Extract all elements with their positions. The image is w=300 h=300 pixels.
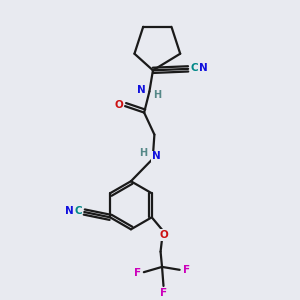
Text: N: N: [152, 151, 161, 161]
Text: O: O: [114, 100, 123, 110]
Text: H: H: [153, 90, 161, 100]
Text: N: N: [64, 206, 74, 216]
Text: F: F: [134, 268, 141, 278]
Text: F: F: [182, 266, 190, 275]
Text: N: N: [137, 85, 146, 95]
Text: C: C: [74, 206, 82, 216]
Text: C: C: [191, 63, 198, 73]
Text: O: O: [159, 230, 168, 240]
Text: H: H: [140, 148, 148, 158]
Text: F: F: [160, 288, 167, 298]
Text: N: N: [199, 63, 208, 73]
